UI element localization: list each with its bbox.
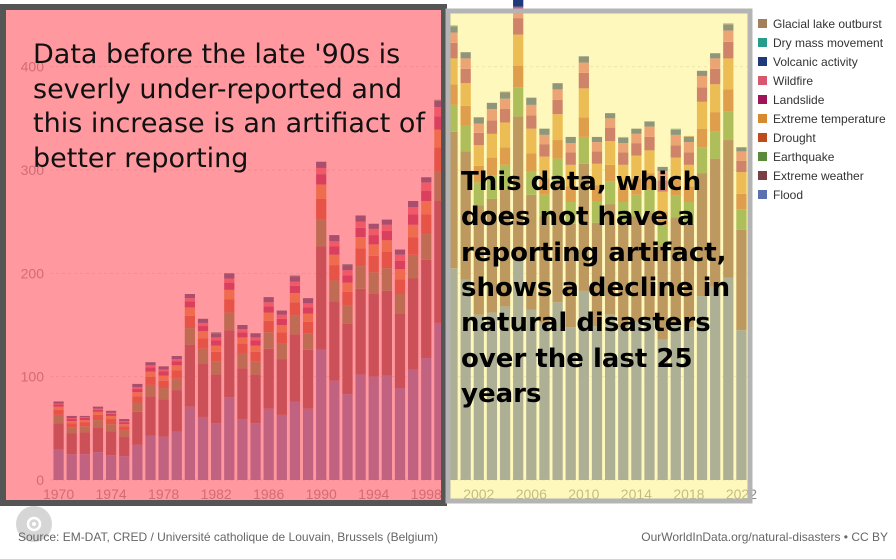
legend-label: Extreme weather bbox=[773, 168, 864, 183]
legend-label: Flood bbox=[773, 187, 804, 202]
legend-item[interactable]: Drought bbox=[758, 128, 896, 147]
legend-item[interactable]: Volcanic activity bbox=[758, 52, 896, 71]
image-search-button[interactable] bbox=[16, 506, 52, 542]
legend: Glacial lake outburst Dry mass movement Vo… bbox=[758, 14, 896, 204]
legend-item[interactable]: Glacial lake outburst bbox=[758, 14, 896, 33]
legend-swatch bbox=[758, 19, 767, 28]
legend-swatch bbox=[758, 190, 767, 199]
lens-icon bbox=[26, 516, 42, 532]
legend-swatch bbox=[758, 38, 767, 47]
legend-item[interactable]: Flood bbox=[758, 185, 896, 204]
legend-label: Drought bbox=[773, 130, 816, 145]
legend-swatch bbox=[758, 114, 767, 123]
legend-swatch bbox=[758, 171, 767, 180]
legend-item[interactable]: Wildfire bbox=[758, 71, 896, 90]
legend-label: Volcanic activity bbox=[773, 54, 858, 69]
legend-label: Extreme temperature bbox=[773, 111, 886, 126]
legend-swatch bbox=[758, 133, 767, 142]
legend-swatch bbox=[758, 95, 767, 104]
legend-item[interactable]: Extreme weather bbox=[758, 166, 896, 185]
annotation-left: Data before the late '90s is severly und… bbox=[33, 39, 425, 174]
under-reported-overlay bbox=[0, 4, 447, 506]
annotation-overlays bbox=[0, 4, 753, 506]
legend-item[interactable]: Landslide bbox=[758, 90, 896, 109]
annotation-right: This data, which does not have a reporti… bbox=[461, 167, 731, 410]
legend-label: Wildfire bbox=[773, 73, 814, 88]
source-note: Source: EM-DAT, CRED / Université cathol… bbox=[18, 530, 438, 544]
legend-label: Landslide bbox=[773, 92, 825, 107]
legend-label: Glacial lake outburst bbox=[773, 16, 882, 31]
legend-swatch bbox=[758, 152, 767, 161]
bar-segment bbox=[513, 0, 524, 7]
legend-label: Earthquake bbox=[773, 149, 835, 164]
legend-swatch bbox=[758, 57, 767, 66]
legend-item[interactable]: Dry mass movement bbox=[758, 33, 896, 52]
legend-item[interactable]: Extreme temperature bbox=[758, 109, 896, 128]
legend-swatch bbox=[758, 76, 767, 85]
reliable-data-overlay bbox=[445, 8, 753, 504]
credit-link[interactable]: OurWorldInData.org/natural-disasters • C… bbox=[641, 530, 888, 544]
legend-item[interactable]: Earthquake bbox=[758, 147, 896, 166]
legend-label: Dry mass movement bbox=[773, 35, 884, 50]
